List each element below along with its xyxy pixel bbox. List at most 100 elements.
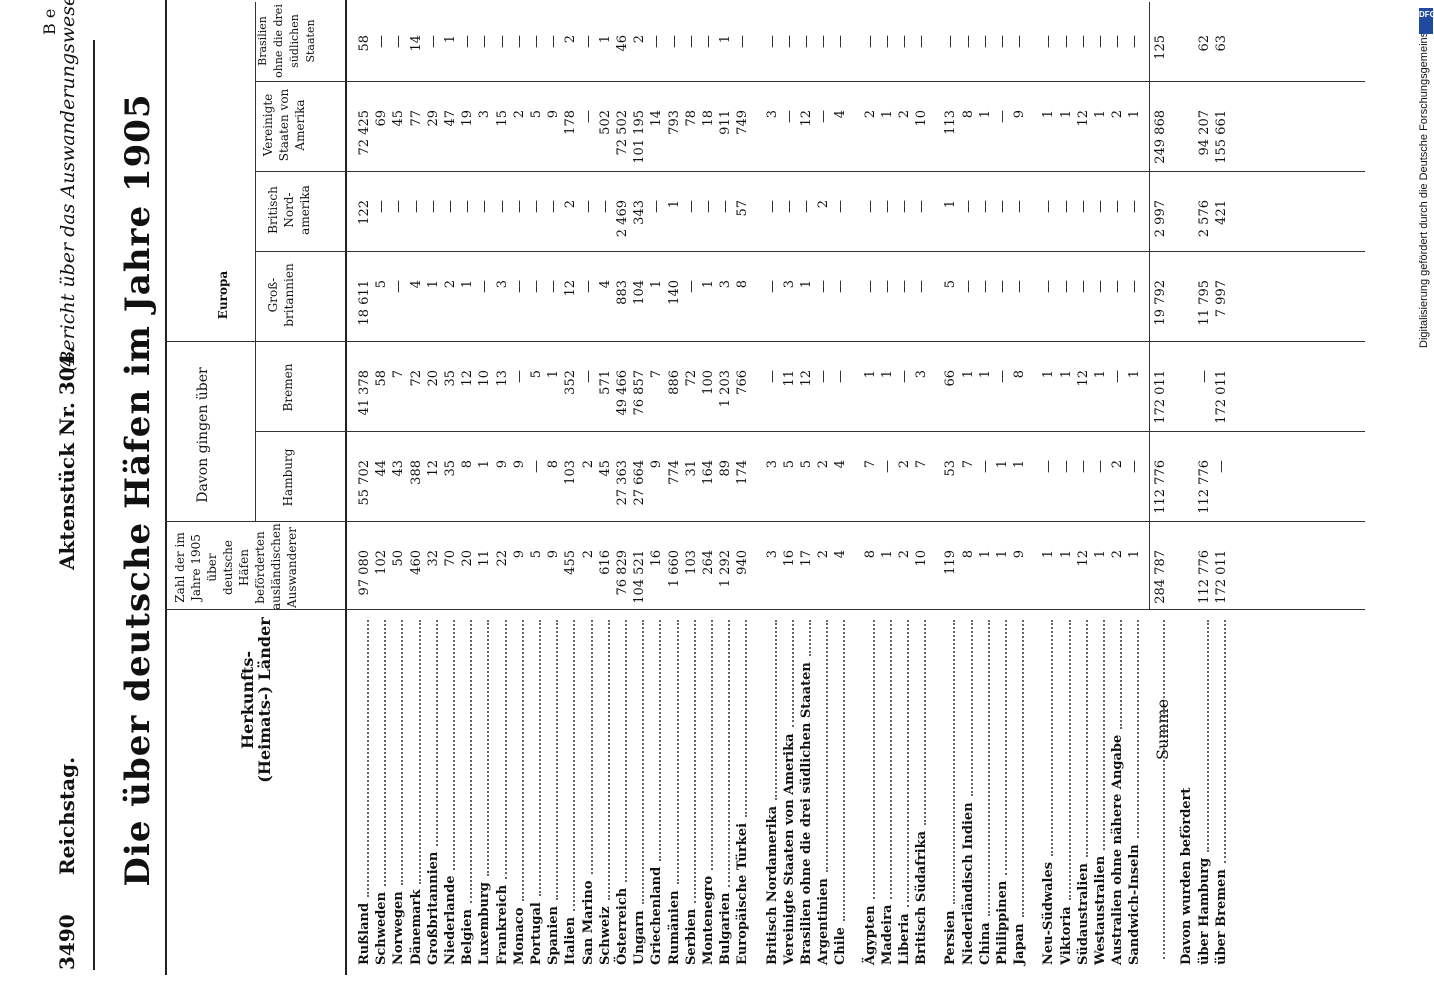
leader-dots xyxy=(687,620,696,903)
row-label: Philippinen xyxy=(995,880,1010,965)
cell-bna: — xyxy=(764,200,780,213)
row-label: Australien ohne nähere Angabe xyxy=(1110,734,1126,965)
cell-usa: 12 xyxy=(799,110,814,127)
header-subrule-europa xyxy=(255,2,256,342)
cell-bna: — xyxy=(477,200,493,213)
table-row: Chile 4 4 — — — 4 — xyxy=(833,0,849,975)
side-credit: Digitalisierung gefördert durch die Deut… xyxy=(1416,8,1434,1000)
leader-dots xyxy=(1114,620,1123,729)
cell-brazil: 2 xyxy=(563,35,579,44)
cell-total: 616 xyxy=(597,550,613,575)
cell-usa: 47 xyxy=(443,110,458,127)
cell-bremen: 76 857 xyxy=(632,370,648,416)
cell-bremen: 100 xyxy=(701,370,716,395)
cell-bremen: — xyxy=(580,370,596,383)
cell-gb: — xyxy=(1058,280,1074,293)
cell-gb: 19 792 xyxy=(1152,280,1168,326)
header-land: Herkunfts- (Heimats-) Länder xyxy=(238,617,274,783)
cell-bremen: 1 xyxy=(1093,370,1108,379)
cell-bremen: 766 xyxy=(735,370,751,395)
cell-brazil: — xyxy=(1093,35,1108,48)
cell-hamburg: 8 xyxy=(460,460,476,469)
leader-dots xyxy=(378,620,387,886)
table-row: Monaco 9 9 — — — 2 — xyxy=(512,0,528,975)
cell-bremen: 12 xyxy=(799,370,814,387)
table-row: China 1 — 1 — — 1 — xyxy=(978,0,994,975)
cell-bremen: 8 xyxy=(1012,370,1028,379)
table-row: Britisch Nordamerika 3 3 — — — 3 — xyxy=(765,0,781,975)
row-label: Österreich xyxy=(615,887,630,965)
leader-dots xyxy=(918,620,927,825)
row-label: Montenegro xyxy=(701,875,716,965)
cell-total: 10 xyxy=(914,550,930,567)
cell-gb: — xyxy=(816,280,832,293)
cell-usa: 1 xyxy=(1093,110,1108,119)
cell-usa: 8 xyxy=(960,110,976,119)
row-label: Frankreich xyxy=(494,884,510,965)
cell-bna: — xyxy=(683,200,699,213)
cell-bna: — xyxy=(391,200,407,213)
page-number: 3490 xyxy=(55,914,79,970)
cell-bremen: 35 xyxy=(443,370,458,387)
cell-bna: 343 xyxy=(632,200,648,225)
leader-dots xyxy=(1062,620,1071,900)
cell-gb: 1 xyxy=(460,280,476,289)
cell-gb: — xyxy=(862,280,878,293)
cell-bremen: 12 xyxy=(460,370,476,387)
cell-bna: 2 xyxy=(816,200,832,209)
leader-dots xyxy=(981,620,990,916)
cell-brazil: — xyxy=(799,35,814,48)
cell-usa: 502 xyxy=(597,110,613,135)
cell-bna: — xyxy=(1075,200,1091,213)
cell-usa: — xyxy=(781,110,797,123)
cell-hamburg: 4 xyxy=(833,460,849,469)
cell-bna: — xyxy=(977,200,993,213)
cell-usa: 749 xyxy=(735,110,751,135)
table-row: Viktoria 1 — 1 — — 1 — xyxy=(1059,0,1075,975)
cell-gb: 7 997 xyxy=(1213,280,1229,318)
cell-brazil: 14 xyxy=(408,35,424,52)
leader-dots xyxy=(820,620,829,872)
header-total: Zahl der im Jahre 1905 über deutsche Häf… xyxy=(173,523,299,610)
leader-dots xyxy=(837,620,846,921)
table-row: Großbritannien 32 12 20 1 — 29 — xyxy=(426,0,442,975)
cell-brazil: — xyxy=(425,35,441,48)
running-head-title-right: (Bericht über das Auswanderungswesen des… xyxy=(57,0,79,372)
cell-gb: — xyxy=(391,280,407,293)
cell-total: 455 xyxy=(563,550,579,575)
cell-total: 1 xyxy=(1041,550,1057,559)
cell-total: 1 xyxy=(1093,550,1108,559)
cell-total: 284 787 xyxy=(1152,550,1168,604)
cell-bna: — xyxy=(1110,200,1126,213)
table-row: Rußland 97 080 55 702 41 378 18 611 122 72 425… xyxy=(357,0,373,975)
cell-total: 4 xyxy=(833,550,849,559)
cell-bna: — xyxy=(597,200,613,213)
cell-bremen: 10 xyxy=(477,370,493,387)
table-row: Spanien 9 8 1 — — 9 — xyxy=(546,0,562,975)
leader-dots xyxy=(584,620,593,874)
cell-brazil: — xyxy=(977,35,993,48)
row-label: Ungarn xyxy=(632,910,648,965)
table-row: Österreich 76 829 27 363 49 466 883 2 469 72 5… xyxy=(615,0,631,975)
cell-gb: 12 xyxy=(563,280,579,297)
cell-hamburg: 53 xyxy=(943,460,959,477)
cell-gb: 5 xyxy=(374,280,390,289)
cell-usa: 9 xyxy=(546,110,562,119)
cell-bna: — xyxy=(425,200,441,213)
cell-hamburg: 2 xyxy=(816,460,832,469)
table-row: Madeira 1 — 1 — — 1 — xyxy=(880,0,896,975)
leader-dots xyxy=(1217,620,1226,863)
cell-bremen: 41 378 xyxy=(357,370,372,416)
cell-hamburg: — xyxy=(879,460,895,473)
row-label: Großbritannien xyxy=(425,851,441,965)
cell-hamburg: 774 xyxy=(666,460,682,485)
leader-dots xyxy=(866,620,875,899)
cell-bremen: 13 xyxy=(494,370,510,387)
cell-total: 102 xyxy=(374,550,390,575)
cell-bremen: 3 xyxy=(914,370,930,379)
row-label: Neu-Südwales xyxy=(1041,861,1057,965)
row-label: China xyxy=(977,922,993,965)
cell-brazil: — xyxy=(1058,35,1074,48)
cell-usa: 12 xyxy=(1075,110,1091,127)
cell-gb: 4 xyxy=(597,280,613,289)
